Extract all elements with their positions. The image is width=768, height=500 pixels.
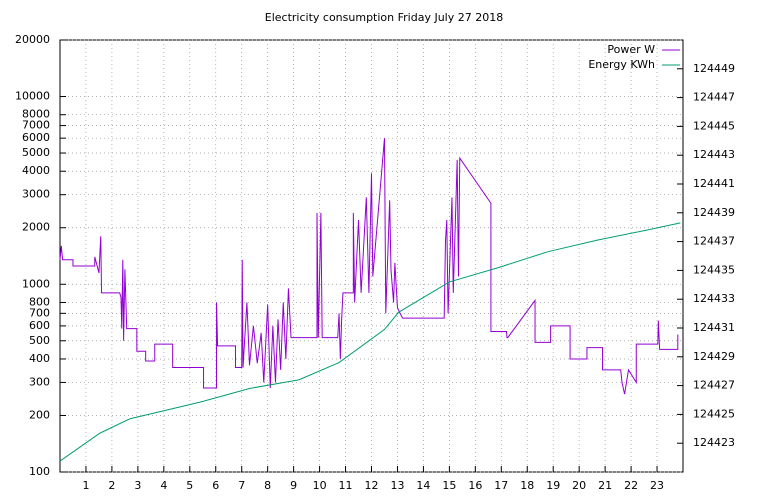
y-tick-label: 800 [29, 295, 50, 308]
y2-tick-label: 124449 [693, 62, 735, 75]
y2-tick-label: 124441 [693, 177, 735, 190]
y-tick-label: 100 [29, 465, 50, 478]
y-tick-label: 300 [29, 375, 50, 388]
x-tick-label: 12 [365, 479, 379, 492]
x-tick-label: 5 [186, 479, 193, 492]
y-tick-label: 7000 [22, 119, 50, 132]
y-tick-label: 700 [29, 306, 50, 319]
x-tick-label: 6 [212, 479, 219, 492]
x-tick-label: 9 [290, 479, 297, 492]
series-line [59, 138, 679, 395]
y-tick-label: 20000 [15, 33, 50, 46]
y2-tick-label: 124423 [693, 436, 735, 449]
x-tick-label: 19 [546, 479, 560, 492]
x-tick-label: 3 [134, 479, 141, 492]
x-tick-label: 20 [572, 479, 586, 492]
y-tick-label: 6000 [22, 131, 50, 144]
y-tick-label: 8000 [22, 108, 50, 121]
x-tick-label: 4 [160, 479, 167, 492]
x-tick-label: 13 [390, 479, 404, 492]
y-tick-label: 4000 [22, 164, 50, 177]
legend-label: Energy KWh [588, 58, 655, 71]
y2-tick-label: 124425 [693, 407, 735, 420]
x-tick-label: 7 [238, 479, 245, 492]
y2-tick-label: 124435 [693, 263, 735, 276]
y-tick-label: 3000 [22, 188, 50, 201]
y2-tick-label: 124439 [693, 206, 735, 219]
x-tick-label: 22 [624, 479, 638, 492]
y2-tick-label: 124431 [693, 321, 735, 334]
y2-tick-label: 124433 [693, 292, 735, 305]
x-tick-label: 2 [108, 479, 115, 492]
x-tick-label: 8 [264, 479, 271, 492]
y2-tick-label: 124447 [693, 91, 735, 104]
legend-label: Power W [607, 43, 655, 56]
x-tick-label: 18 [520, 479, 534, 492]
y-tick-label: 5000 [22, 146, 50, 159]
x-tick-label: 14 [416, 479, 430, 492]
y2-tick-label: 124443 [693, 148, 735, 161]
x-tick-label: 10 [313, 479, 327, 492]
series-line [59, 222, 681, 462]
y-tick-label: 600 [29, 319, 50, 332]
y2-tick-label: 124437 [693, 235, 735, 248]
y2-tick-label: 124427 [693, 379, 735, 392]
x-tick-label: 16 [468, 479, 482, 492]
y-tick-label: 500 [29, 334, 50, 347]
chart-title: Electricity consumption Friday July 27 2… [265, 11, 503, 24]
x-tick-label: 1 [82, 479, 89, 492]
y-tick-label: 400 [29, 352, 50, 365]
x-tick-label: 15 [442, 479, 456, 492]
x-tick-label: 11 [339, 479, 353, 492]
y-tick-label: 10000 [15, 90, 50, 103]
y-tick-label: 2000 [22, 221, 50, 234]
y-tick-label: 1000 [22, 277, 50, 290]
y2-tick-label: 124445 [693, 119, 735, 132]
x-tick-label: 21 [598, 479, 612, 492]
y2-tick-label: 124429 [693, 350, 735, 363]
x-tick-label: 23 [650, 479, 664, 492]
x-tick-label: 17 [494, 479, 508, 492]
y-tick-label: 200 [29, 408, 50, 421]
